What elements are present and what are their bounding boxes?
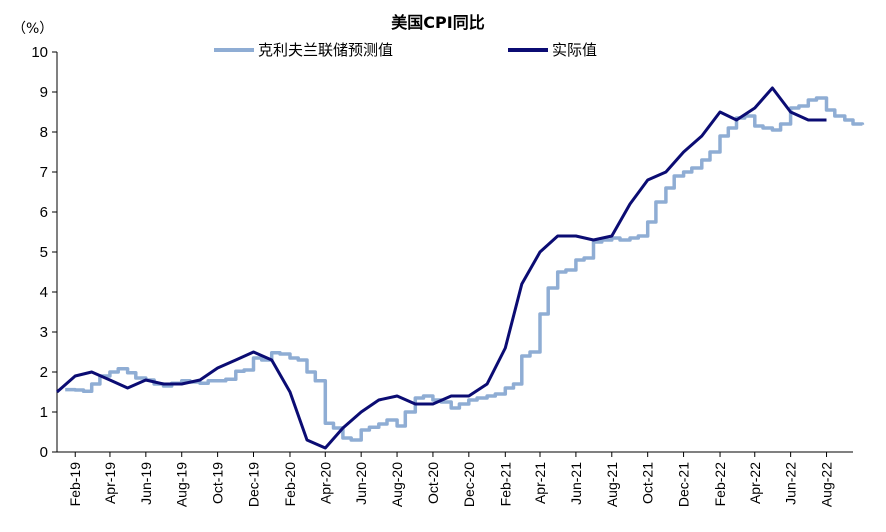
x-tick-label: Oct-20 bbox=[425, 462, 441, 504]
x-tick-label: Feb-22 bbox=[712, 462, 728, 507]
x-tick-label: Feb-21 bbox=[497, 462, 513, 507]
x-tick-label: Jun-22 bbox=[783, 462, 799, 505]
y-tick-label: 1 bbox=[40, 404, 48, 421]
x-tick-label: Aug-22 bbox=[819, 462, 835, 507]
legend: 克利夫兰联储预测值 实际值 bbox=[214, 41, 597, 59]
x-tick-label: Feb-19 bbox=[67, 462, 83, 507]
x-tick-label: Oct-19 bbox=[210, 462, 226, 504]
x-tick-label: Jun-20 bbox=[353, 462, 369, 505]
series-line-actual bbox=[56, 86, 827, 450]
y-axis: 0 1 2 3 4 5 6 7 8 9 10 bbox=[31, 44, 58, 461]
x-tick-label: Oct-21 bbox=[640, 462, 656, 504]
y-axis-unit-label: （%） bbox=[12, 21, 53, 37]
chart-title: 美国CPI同比 bbox=[391, 13, 484, 32]
legend-item-actual: 实际值 bbox=[508, 41, 597, 59]
y-tick-label: 5 bbox=[40, 244, 48, 261]
x-tick-label: Apr-20 bbox=[317, 462, 333, 504]
x-tick-label: Feb-20 bbox=[282, 462, 298, 507]
y-tick-label: 4 bbox=[40, 284, 48, 301]
x-tick-label: Apr-19 bbox=[102, 462, 118, 504]
x-tick-label: Apr-21 bbox=[532, 462, 548, 504]
x-tick-label: Apr-22 bbox=[747, 462, 763, 504]
x-tick-label: Aug-19 bbox=[174, 462, 190, 507]
series-layer bbox=[56, 86, 865, 450]
legend-label-actual: 实际值 bbox=[552, 41, 597, 59]
x-tick-label: Dec-21 bbox=[676, 462, 692, 507]
x-axis: Feb-19 Apr-19 Jun-19 Aug-19 Oct-19 Dec-19 Feb-… bbox=[57, 451, 853, 507]
x-tick-label: Aug-20 bbox=[389, 462, 405, 507]
legend-item-forecast: 克利夫兰联储预测值 bbox=[214, 41, 393, 59]
x-tick-label: Dec-19 bbox=[245, 462, 261, 507]
y-tick-label: 3 bbox=[40, 324, 48, 341]
y-tick-label: 8 bbox=[40, 124, 48, 141]
y-tick-label: 10 bbox=[31, 44, 48, 61]
x-tick-label: Dec-20 bbox=[461, 462, 477, 507]
legend-label-forecast: 克利夫兰联储预测值 bbox=[258, 41, 393, 59]
y-tick-label: 9 bbox=[40, 84, 48, 101]
y-tick-label: 2 bbox=[40, 364, 48, 381]
y-tick-label: 6 bbox=[40, 204, 48, 221]
x-tick-label: Jun-19 bbox=[138, 462, 154, 505]
y-tick-label: 0 bbox=[40, 444, 48, 461]
y-tick-label: 7 bbox=[40, 164, 48, 181]
x-tick-label: Jun-21 bbox=[568, 462, 584, 505]
series-line-forecast bbox=[65, 96, 865, 442]
x-tick-label: Aug-21 bbox=[604, 462, 620, 507]
